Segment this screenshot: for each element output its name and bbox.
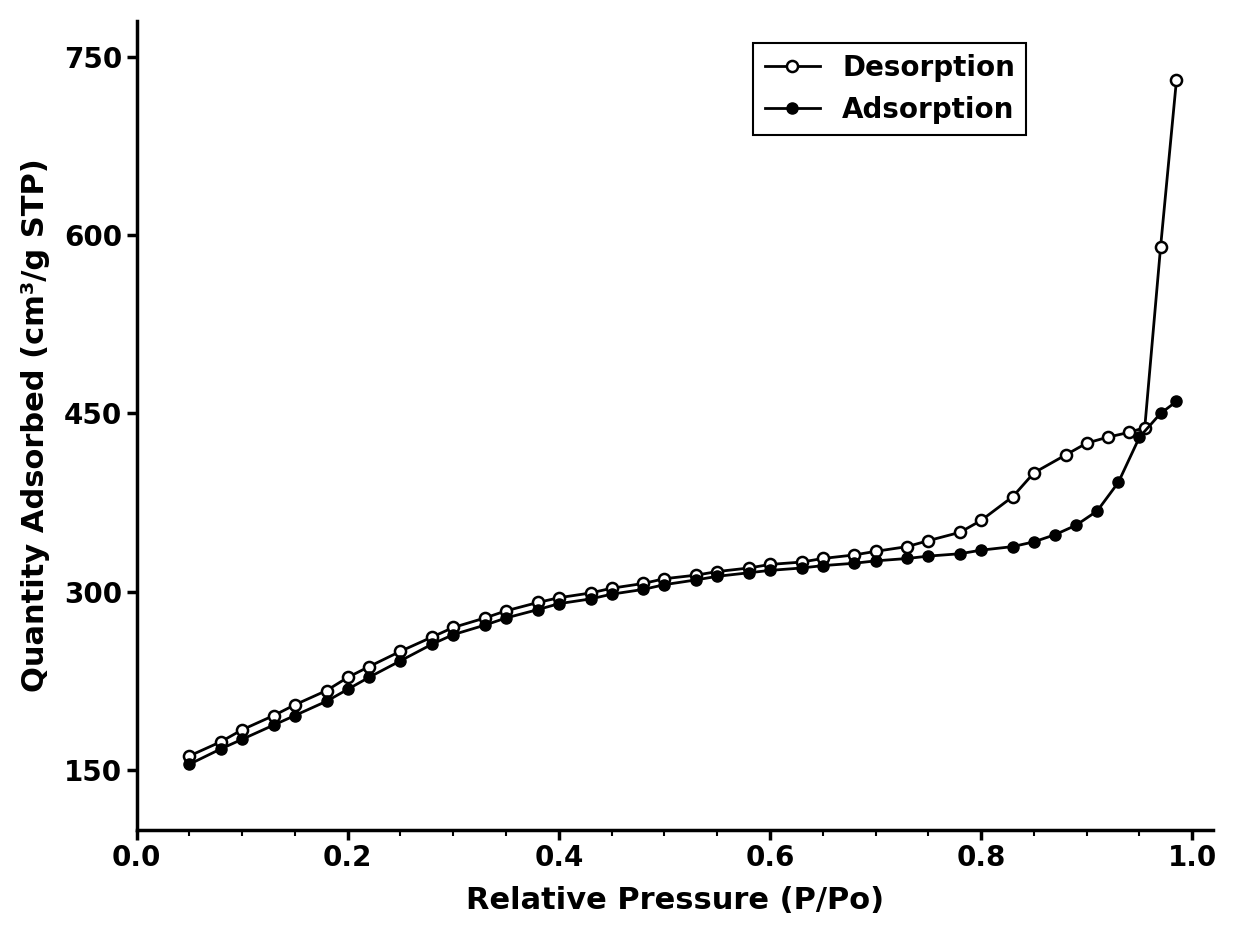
Adsorption xyxy=(393,655,408,666)
Adsorption xyxy=(552,598,567,609)
Desorption xyxy=(604,582,619,593)
Adsorption xyxy=(1048,529,1063,540)
Adsorption xyxy=(657,579,672,591)
Desorption xyxy=(1079,437,1094,448)
Adsorption xyxy=(847,558,862,569)
Y-axis label: Quantity Adsorbed (cm³/g STP): Quantity Adsorbed (cm³/g STP) xyxy=(21,158,50,692)
Desorption xyxy=(425,632,440,643)
Desorption xyxy=(657,573,672,584)
Line: Desorption: Desorption xyxy=(184,75,1182,762)
Desorption xyxy=(868,546,883,557)
Adsorption xyxy=(446,629,461,640)
Desorption xyxy=(361,661,376,672)
Desorption xyxy=(816,553,831,564)
Adsorption xyxy=(688,575,703,586)
Adsorption xyxy=(1027,536,1042,548)
Adsorption xyxy=(182,759,197,770)
Desorption xyxy=(794,556,808,567)
Desorption xyxy=(1153,241,1168,253)
Desorption xyxy=(446,622,461,633)
Desorption xyxy=(973,515,988,526)
Adsorption xyxy=(1069,519,1084,531)
Line: Adsorption: Adsorption xyxy=(184,396,1182,769)
Desorption xyxy=(552,592,567,604)
Adsorption xyxy=(921,550,936,562)
Adsorption xyxy=(816,560,831,571)
Adsorption xyxy=(1169,396,1184,407)
Adsorption xyxy=(477,620,492,631)
Desorption xyxy=(1027,467,1042,478)
Desorption xyxy=(477,612,492,623)
Desorption xyxy=(1100,431,1115,443)
Desorption xyxy=(1137,422,1152,433)
Adsorption xyxy=(340,683,355,695)
Desorption xyxy=(583,588,598,599)
Adsorption xyxy=(1090,505,1105,517)
Adsorption xyxy=(288,709,303,721)
X-axis label: Relative Pressure (P/Po): Relative Pressure (P/Po) xyxy=(466,886,884,915)
Desorption xyxy=(1006,491,1021,503)
Adsorption xyxy=(498,612,513,623)
Adsorption xyxy=(763,564,777,576)
Desorption xyxy=(234,724,249,736)
Adsorption xyxy=(361,672,376,683)
Desorption xyxy=(393,646,408,657)
Desorption xyxy=(921,535,936,547)
Desorption xyxy=(688,569,703,580)
Adsorption xyxy=(952,548,967,560)
Desorption xyxy=(709,566,724,578)
Desorption xyxy=(763,559,777,570)
Adsorption xyxy=(973,545,988,556)
Adsorption xyxy=(794,563,808,574)
Adsorption xyxy=(234,734,249,745)
Desorption xyxy=(1058,449,1073,461)
Desorption xyxy=(498,606,513,617)
Adsorption xyxy=(1132,431,1147,443)
Desorption xyxy=(288,699,303,710)
Adsorption xyxy=(1111,476,1126,488)
Desorption xyxy=(952,527,967,538)
Desorption xyxy=(636,578,651,589)
Adsorption xyxy=(636,584,651,595)
Desorption xyxy=(742,563,756,574)
Legend: Desorption, Adsorption: Desorption, Adsorption xyxy=(754,43,1027,135)
Adsorption xyxy=(1006,541,1021,552)
Desorption xyxy=(900,541,915,552)
Desorption xyxy=(1169,75,1184,86)
Adsorption xyxy=(425,638,440,650)
Adsorption xyxy=(900,553,915,564)
Adsorption xyxy=(319,695,334,707)
Adsorption xyxy=(868,555,883,566)
Adsorption xyxy=(709,571,724,582)
Desorption xyxy=(847,549,862,561)
Adsorption xyxy=(742,567,756,578)
Desorption xyxy=(531,597,546,608)
Desorption xyxy=(1121,427,1136,438)
Adsorption xyxy=(531,604,546,615)
Adsorption xyxy=(267,720,281,731)
Desorption xyxy=(213,736,228,747)
Adsorption xyxy=(213,743,228,754)
Adsorption xyxy=(604,589,619,600)
Desorption xyxy=(319,685,334,696)
Desorption xyxy=(340,672,355,683)
Desorption xyxy=(182,751,197,762)
Adsorption xyxy=(583,593,598,605)
Desorption xyxy=(267,709,281,721)
Adsorption xyxy=(1153,408,1168,419)
